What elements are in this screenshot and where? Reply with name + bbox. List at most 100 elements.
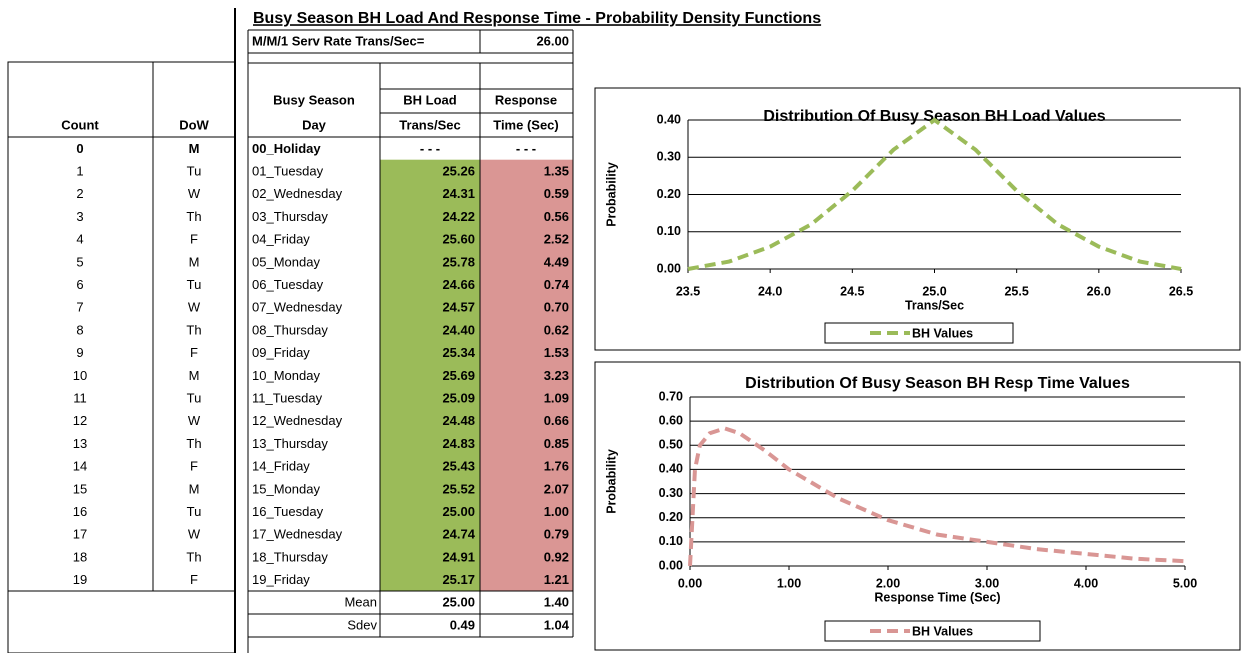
series-line	[688, 426, 1186, 567]
response-cell: 1.35	[544, 163, 569, 178]
y-tick-label: 0.20	[659, 510, 683, 524]
dow-cell: Th	[186, 436, 201, 451]
count-cell: 3	[76, 209, 83, 224]
y-tick-label: 0.10	[657, 224, 681, 238]
count-cell: 9	[76, 345, 83, 360]
summary-label: Mean	[344, 594, 377, 609]
load-cell: - - -	[420, 141, 440, 156]
count-cell: 4	[76, 232, 83, 247]
load-cell: 25.17	[442, 572, 475, 587]
chart-title: Distribution Of Busy Season BH Resp Time…	[745, 375, 1130, 392]
left-body-box	[7, 136, 236, 592]
day-cell: 02_Wednesday	[252, 186, 343, 201]
chart-area	[594, 361, 1241, 651]
count-cell: 0	[76, 141, 83, 156]
response-cell: 0.70	[544, 300, 569, 315]
x-tick-label: 26.5	[1169, 284, 1193, 298]
column-header: Count	[61, 117, 99, 132]
y-tick-label: 0.30	[659, 486, 683, 500]
count-cell: 1	[76, 163, 83, 178]
summary-value: 25.00	[442, 594, 475, 609]
x-tick-label: 4.00	[1074, 576, 1098, 590]
response-cell: 0.74	[544, 277, 570, 292]
count-cell: 5	[76, 254, 83, 269]
load-cell: 24.22	[442, 209, 475, 224]
dow-cell: Tu	[187, 163, 202, 178]
load-cell: 25.34	[442, 345, 475, 360]
day-cell: 16_Tuesday	[252, 504, 324, 519]
load-cell: 24.31	[442, 186, 475, 201]
y-tick-label: 0.10	[659, 534, 683, 548]
x-tick-label: 2.00	[876, 576, 900, 590]
dow-cell: F	[190, 345, 198, 360]
legend-label: BH Values	[912, 624, 973, 638]
load-cell: 24.74	[442, 527, 475, 542]
day-cell: 01_Tuesday	[252, 163, 324, 178]
dow-cell: Tu	[187, 277, 202, 292]
dow-cell: W	[188, 186, 201, 201]
day-cell: 19_Friday	[252, 572, 310, 587]
response-cell: 1.21	[544, 572, 569, 587]
day-cell: 10_Monday	[252, 368, 320, 383]
y-tick-label: 0.40	[659, 462, 683, 476]
y-tick-label: 0.20	[657, 187, 681, 201]
load-cell: 25.69	[442, 368, 475, 383]
load-cell: 24.66	[442, 277, 475, 292]
count-cell: 10	[73, 368, 87, 383]
summary-value: 1.40	[544, 594, 569, 609]
day-cell: 05_Monday	[252, 254, 320, 269]
load-cell: 25.26	[442, 163, 475, 178]
day-cell: 13_Thursday	[252, 436, 328, 451]
response-cell: 3.23	[544, 368, 569, 383]
summary-label: Sdev	[347, 617, 377, 632]
x-tick-label: 5.00	[1173, 576, 1197, 590]
load-cell: 24.83	[442, 436, 475, 451]
day-cell: 12_Wednesday	[252, 413, 343, 428]
count-cell: 18	[73, 549, 87, 564]
dow-cell: F	[190, 459, 198, 474]
response-cell: 1.76	[544, 459, 569, 474]
count-cell: 11	[73, 390, 87, 405]
day-cell: 11_Tuesday	[252, 390, 323, 405]
dow-cell: W	[188, 300, 201, 315]
x-tick-label: 0.00	[678, 576, 702, 590]
dow-cell: Th	[186, 322, 201, 337]
response-cell: 0.79	[544, 527, 569, 542]
day-cell: 06_Tuesday	[252, 277, 324, 292]
dow-cell: W	[188, 527, 201, 542]
dow-cell: F	[190, 572, 198, 587]
load-cell: 25.00	[442, 504, 475, 519]
column-header: DoW	[179, 117, 209, 132]
count-cell: 14	[73, 459, 87, 474]
x-tick-label: 1.00	[777, 576, 801, 590]
column-header: BH Load	[403, 92, 457, 107]
x-tick-label: 23.5	[676, 284, 700, 298]
dow-cell: M	[189, 254, 200, 269]
series-line	[687, 117, 1182, 271]
count-cell: 16	[73, 504, 87, 519]
dow-cell: Th	[186, 209, 201, 224]
y-tick-label: 0.00	[657, 261, 681, 275]
response-cell: 0.66	[544, 413, 569, 428]
response-cell: 0.92	[544, 549, 569, 564]
day-cell: 17_Wednesday	[252, 527, 343, 542]
x-axis-title: Trans/Sec	[905, 298, 964, 312]
column-header: Time (Sec)	[493, 117, 559, 132]
chart-title: Distribution Of Busy Season BH Load Valu…	[763, 108, 1105, 125]
response-cell: 2.52	[544, 232, 569, 247]
load-fill	[380, 159, 480, 591]
count-cell: 7	[76, 300, 83, 315]
day-cell: 08_Thursday	[252, 322, 328, 337]
summary-value: 0.49	[450, 617, 475, 632]
y-tick-label: 0.70	[659, 389, 683, 403]
x-tick-label: 26.0	[1087, 284, 1111, 298]
count-cell: 8	[76, 322, 83, 337]
dow-cell: F	[190, 232, 198, 247]
response-cell: 0.59	[544, 186, 569, 201]
day-cell: 00_Holiday	[252, 141, 321, 156]
response-cell: 2.07	[544, 481, 569, 496]
x-tick-label: 25.0	[922, 284, 946, 298]
load-cell: 24.57	[442, 300, 475, 315]
